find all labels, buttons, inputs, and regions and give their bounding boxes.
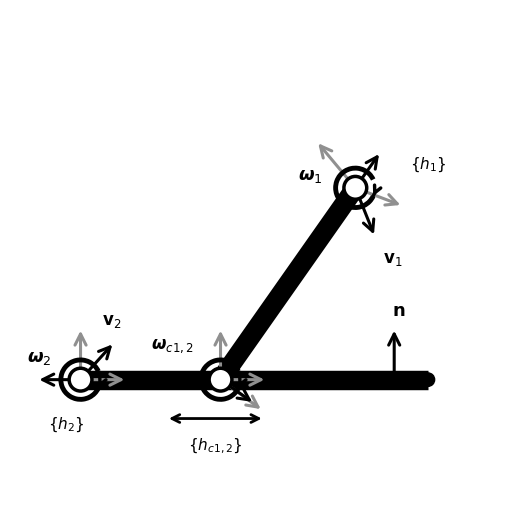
Text: $\{h_1\}$: $\{h_1\}$ [410,155,446,174]
Circle shape [344,176,367,199]
Text: $\mathbf{v}_1$: $\mathbf{v}_1$ [383,250,402,268]
Text: $\boldsymbol{\omega}_1$: $\boldsymbol{\omega}_1$ [299,167,323,186]
Text: $\{h_2\}$: $\{h_2\}$ [48,416,84,434]
Circle shape [69,368,92,391]
Text: $\boldsymbol{\omega}_2$: $\boldsymbol{\omega}_2$ [27,349,52,367]
Text: $\boldsymbol{\omega}_{c1,2}$: $\boldsymbol{\omega}_{c1,2}$ [151,337,193,355]
Circle shape [421,373,434,387]
Text: $\mathbf{v}_2$: $\mathbf{v}_2$ [102,312,121,330]
Text: $\{h_{c1,2}\}$: $\{h_{c1,2}\}$ [188,437,243,456]
Text: $\mathbf{n}$: $\mathbf{n}$ [391,302,405,320]
Circle shape [209,368,232,391]
